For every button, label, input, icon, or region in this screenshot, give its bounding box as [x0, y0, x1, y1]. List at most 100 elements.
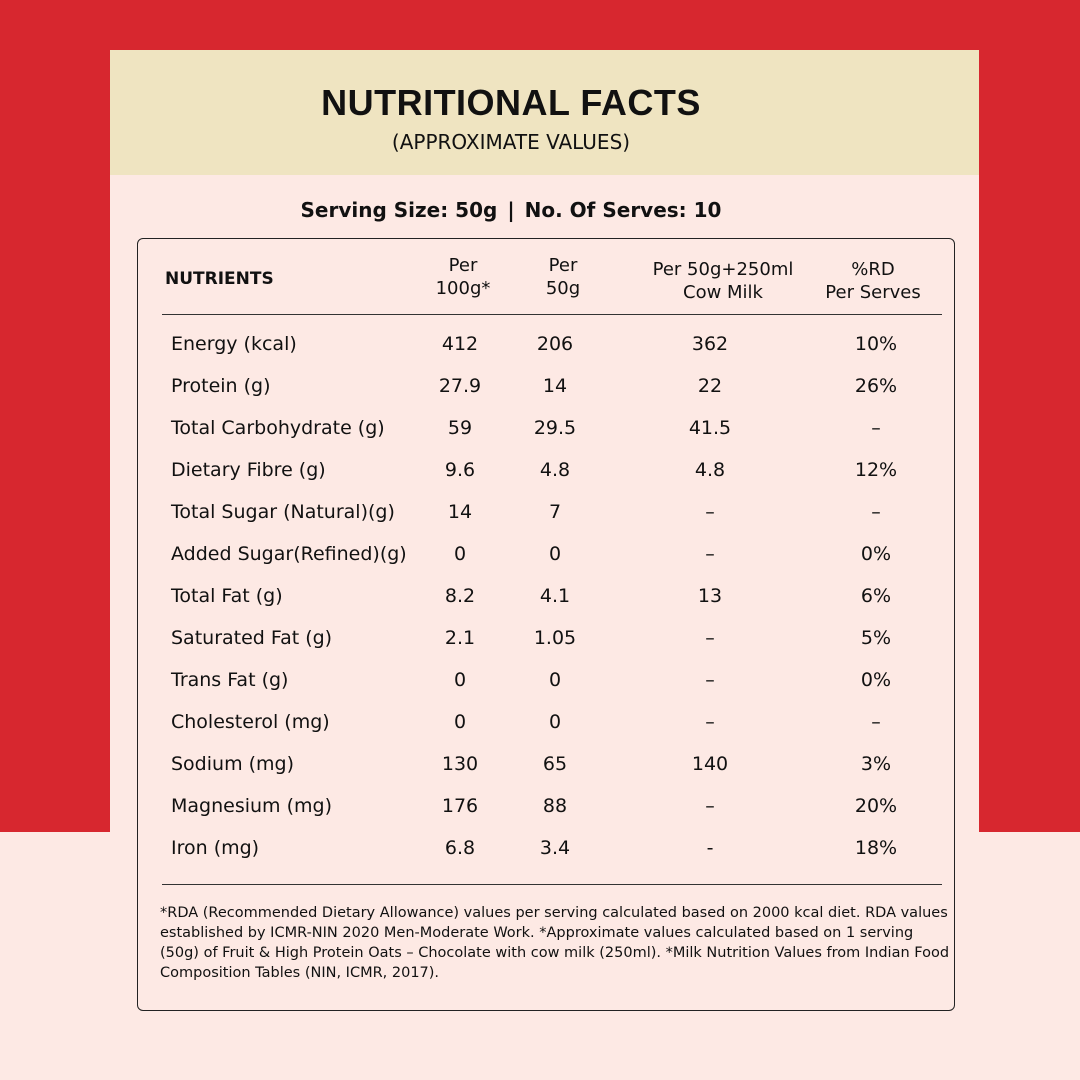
nutrient-name: Sodium (mg)	[171, 753, 295, 775]
value-with-milk: 41.5	[688, 417, 732, 439]
value-with-milk: 140	[691, 753, 729, 775]
nutrient-name: Total Fat (g)	[171, 585, 283, 607]
value-per-100g: 0	[453, 711, 467, 733]
column-header-line: Per	[448, 255, 478, 276]
footnote: *RDA (Recommended Dietary Allowance) val…	[160, 905, 950, 981]
table-row: Protein (g) 27.9 14 22 26%	[138, 365, 954, 407]
column-header-line: Per 50g+250ml	[652, 259, 794, 280]
value-rda: 6%	[860, 585, 892, 607]
table-row: Saturated Fat (g) 2.1 1.05 – 5%	[138, 617, 954, 659]
value-per-100g: 412	[441, 333, 479, 355]
value-rda: 18%	[854, 837, 898, 859]
value-per-100g: 0	[453, 669, 467, 691]
serving-size: Serving Size: 50g	[300, 198, 498, 222]
value-rda: 12%	[854, 459, 898, 481]
nutrient-name: Protein (g)	[171, 375, 271, 397]
nutrient-name: Cholesterol (mg)	[171, 711, 330, 733]
value-per-100g: 130	[441, 753, 479, 775]
value-per-100g: 2.1	[444, 627, 476, 649]
value-rda: 20%	[854, 795, 898, 817]
value-with-milk: 362	[691, 333, 729, 355]
value-per-50g: 3.4	[539, 837, 571, 859]
nutrient-name: Total Sugar (Natural)(g)	[171, 501, 395, 523]
value-per-100g: 176	[441, 795, 479, 817]
table-row: Added Sugar(Refined)(g) 0 0 – 0%	[138, 533, 954, 575]
value-per-50g: 4.1	[539, 585, 571, 607]
value-rda: –	[871, 417, 881, 439]
column-header-line: %RD	[851, 259, 895, 280]
value-rda: –	[871, 501, 881, 523]
nutrient-name: Total Carbohydrate (g)	[171, 417, 385, 439]
value-per-50g: 206	[536, 333, 574, 355]
column-header-line: Cow Milk	[683, 282, 763, 303]
column-header-rda: %RD Per Serves	[803, 258, 943, 304]
value-per-50g: 29.5	[533, 417, 577, 439]
footer-divider	[162, 884, 942, 885]
column-header-line: 100g*	[435, 278, 491, 299]
table-row: Total Sugar (Natural)(g) 14 7 – –	[138, 491, 954, 533]
table-body: Energy (kcal) 412 206 362 10% Protein (g) 27.9…	[138, 323, 954, 869]
value-per-50g: 88	[542, 795, 568, 817]
page-subtitle: (APPROXIMATE VALUES)	[391, 130, 631, 154]
table-header: NUTRIENTS Per 100g* Per 50g Per 50g+250m…	[138, 239, 954, 315]
value-rda: 0%	[860, 543, 892, 565]
header-band: NUTRITIONAL FACTS (APPROXIMATE VALUES)	[110, 50, 979, 175]
value-per-50g: 0	[548, 669, 562, 691]
value-with-milk: –	[705, 627, 715, 649]
value-rda: 0%	[860, 669, 892, 691]
nutrient-name: Trans Fat (g)	[171, 669, 289, 691]
table-row: Sodium (mg) 130 65 140 3%	[138, 743, 954, 785]
value-with-milk: –	[705, 711, 715, 733]
table-row: Total Fat (g) 8.2 4.1 13 6%	[138, 575, 954, 617]
header-divider	[162, 314, 942, 315]
value-per-50g: 0	[548, 711, 562, 733]
value-per-50g: 7	[548, 501, 562, 523]
value-per-50g: 65	[542, 753, 568, 775]
value-rda: 10%	[854, 333, 898, 355]
value-per-50g: 1.05	[533, 627, 577, 649]
table-row: Energy (kcal) 412 206 362 10%	[138, 323, 954, 365]
serving-separator: |	[507, 198, 515, 222]
nutrition-table: NUTRIENTS Per 100g* Per 50g Per 50g+250m…	[137, 238, 955, 1011]
column-header-nutrients: NUTRIENTS	[165, 269, 274, 289]
nutrition-panel: NUTRITIONAL FACTS (APPROXIMATE VALUES) S…	[110, 50, 979, 1080]
nutrient-name: Added Sugar(Refined)(g)	[171, 543, 407, 565]
value-per-100g: 6.8	[444, 837, 476, 859]
table-row: Magnesium (mg) 176 88 – 20%	[138, 785, 954, 827]
table-row: Cholesterol (mg) 0 0 – –	[138, 701, 954, 743]
column-header-with-milk: Per 50g+250ml Cow Milk	[623, 258, 823, 304]
serves-count: No. Of Serves: 10	[524, 198, 722, 222]
value-per-50g: 4.8	[539, 459, 571, 481]
value-with-milk: –	[705, 795, 715, 817]
value-with-milk: –	[705, 669, 715, 691]
table-row: Total Carbohydrate (g) 59 29.5 41.5 –	[138, 407, 954, 449]
value-per-100g: 59	[447, 417, 473, 439]
value-with-milk: 4.8	[694, 459, 726, 481]
value-rda: 5%	[860, 627, 892, 649]
value-per-100g: 14	[447, 501, 473, 523]
value-with-milk: –	[705, 543, 715, 565]
nutrient-name: Magnesium (mg)	[171, 795, 332, 817]
column-header-line: 50g	[545, 278, 581, 299]
nutrient-name: Dietary Fibre (g)	[171, 459, 326, 481]
value-with-milk: -	[706, 837, 714, 859]
page-title: NUTRITIONAL FACTS	[321, 82, 701, 123]
value-with-milk: –	[705, 501, 715, 523]
table-row: Iron (mg) 6.8 3.4 - 18%	[138, 827, 954, 869]
serving-info: Serving Size: 50g | No. Of Serves: 10	[110, 198, 912, 222]
value-per-50g: 0	[548, 543, 562, 565]
nutrient-name: Saturated Fat (g)	[171, 627, 333, 649]
value-rda: –	[871, 711, 881, 733]
table-row: Dietary Fibre (g) 9.6 4.8 4.8 12%	[138, 449, 954, 491]
nutrient-name: Iron (mg)	[171, 837, 260, 859]
value-per-50g: 14	[542, 375, 568, 397]
column-header-per50g: Per 50g	[508, 254, 618, 300]
value-per-100g: 9.6	[444, 459, 476, 481]
table-row: Trans Fat (g) 0 0 – 0%	[138, 659, 954, 701]
value-with-milk: 22	[697, 375, 723, 397]
value-per-100g: 0	[453, 543, 467, 565]
value-with-milk: 13	[697, 585, 723, 607]
nutrient-name: Energy (kcal)	[171, 333, 297, 355]
column-header-line: Per Serves	[825, 282, 921, 303]
column-header-line: Per	[548, 255, 578, 276]
